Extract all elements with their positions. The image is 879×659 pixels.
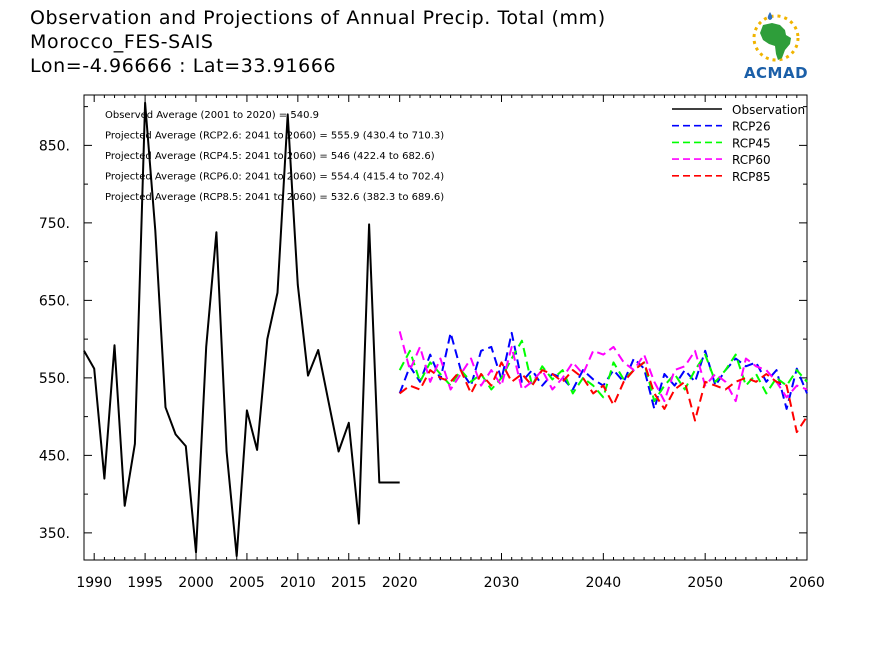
station-name: Morocco_FES-SAIS (30, 31, 214, 53)
x-tick-label: 2005 (229, 575, 265, 591)
x-tick-label: 1995 (127, 575, 163, 591)
legend-label: RCP26 (732, 120, 771, 134)
x-tick-label: 2030 (484, 575, 520, 591)
x-tick-label: 2040 (586, 575, 622, 591)
x-tick-label: 2050 (687, 575, 723, 591)
y-tick-label: 550. (39, 371, 70, 387)
africa-map-icon (752, 12, 800, 62)
plot-frame (83, 94, 808, 561)
series-line-rcp85 (399, 361, 808, 434)
average-annotation: Projected Average (RCP8.5: 2041 to 2060)… (105, 192, 444, 203)
y-tick-label: 750. (39, 216, 70, 232)
y-tick-label: 650. (39, 293, 70, 309)
legend-label: RCP85 (732, 170, 771, 184)
chart-title: Observation and Projections of Annual Pr… (30, 7, 606, 29)
average-annotation: Projected Average (RCP4.5: 2041 to 2060)… (105, 151, 435, 162)
acmad-logo: ACMAD (736, 8, 816, 84)
x-tick-label: 2020 (382, 575, 418, 591)
x-tick-label: 2000 (178, 575, 214, 591)
acmad-logo-text: ACMAD (743, 64, 809, 82)
y-tick-label: 450. (39, 448, 70, 464)
y-tick-label: 350. (39, 526, 70, 542)
average-annotation: Observed Average (2001 to 2020) = 540.9 (105, 110, 319, 121)
chart-title-block: Observation and Projections of Annual Pr… (30, 6, 606, 78)
x-tick-label: 2015 (331, 575, 367, 591)
x-tick-label: 2010 (280, 575, 316, 591)
average-annotation: Projected Average (RCP6.0: 2041 to 2060)… (105, 172, 444, 183)
legend-label: RCP60 (732, 153, 771, 167)
y-tick-label: 850. (39, 138, 70, 154)
plot-border (83, 94, 808, 561)
series-lines (83, 101, 808, 558)
legend-label: Observation (732, 103, 805, 117)
average-annotation: Projected Average (RCP2.6: 2041 to 2060)… (105, 131, 444, 142)
series-line-rcp60 (398, 331, 808, 403)
station-coordinates: Lon=-4.96666 : Lat=33.91666 (30, 55, 337, 77)
legend: Observation RCP26 RCP45 RCP60 RCP85 (672, 103, 805, 184)
x-axis-tick-labels: 1990 1995 2000 2005 2010 2015 2020 2030 2040 2050… (76, 575, 824, 591)
series-line-rcp45 (398, 339, 808, 403)
axis-ticks (83, 95, 808, 560)
average-annotations: Observed Average (2001 to 2020) = 540.9 P… (105, 110, 444, 203)
x-tick-label: 2060 (789, 575, 825, 591)
x-tick-label: 1990 (76, 575, 112, 591)
series-line-observation (83, 101, 400, 558)
y-axis-tick-labels: 350. 450. 550. 650. 750. 850. (39, 138, 70, 542)
legend-label: RCP45 (732, 136, 771, 150)
